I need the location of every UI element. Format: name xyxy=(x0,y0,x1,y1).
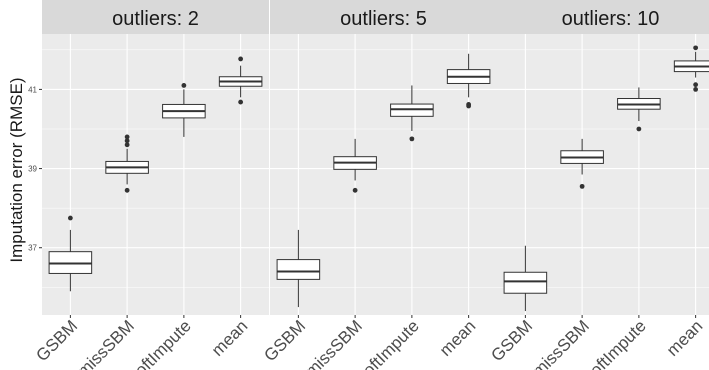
outlier-point xyxy=(124,187,130,193)
outlier-point xyxy=(67,215,73,221)
y-tick-label: 37 xyxy=(28,244,37,253)
facet-strip xyxy=(270,0,497,34)
facet-strip-label: outliers: 2 xyxy=(112,8,199,30)
outlier-point xyxy=(181,83,187,88)
x-tick-label: softImpute xyxy=(125,316,195,370)
facet-strip xyxy=(42,0,269,34)
y-axis-label: Imputation error (RMSE) xyxy=(7,77,26,262)
outlier-point xyxy=(238,56,244,62)
facet-strip-label: outliers: 5 xyxy=(340,8,427,30)
plot-panel-background xyxy=(497,34,709,315)
box-softimpute xyxy=(617,87,661,132)
box-softimpute xyxy=(162,83,206,137)
box-iqr xyxy=(503,271,548,294)
box-softimpute xyxy=(390,85,434,142)
outlier-point xyxy=(693,82,699,88)
y-tick-label: 39 xyxy=(28,165,37,174)
box-mean xyxy=(218,56,263,105)
box-iqr xyxy=(276,259,321,280)
x-tick-label: softImpute xyxy=(353,316,423,370)
facet-strip xyxy=(497,0,709,34)
y-tick-label: 41 xyxy=(28,85,37,94)
x-tick-label: softImpute xyxy=(580,316,650,370)
x-tick-label: missSBM xyxy=(529,316,593,370)
outlier-point xyxy=(466,103,472,109)
outlier-point xyxy=(409,136,415,142)
x-tick-label: missSBM xyxy=(302,316,366,370)
box-mean xyxy=(673,45,709,92)
outlier-point xyxy=(352,187,358,193)
box-gsbm xyxy=(503,245,548,312)
outlier-point xyxy=(693,45,699,51)
facet-strip-label: outliers: 10 xyxy=(562,8,660,30)
outlier-point xyxy=(124,134,130,140)
outlier-point xyxy=(579,183,585,189)
x-tick-label: missSBM xyxy=(74,316,138,370)
x-tick-label: mean xyxy=(663,316,707,360)
box-mean xyxy=(446,53,491,109)
outlier-point xyxy=(693,87,699,92)
box-gsbm xyxy=(276,229,321,308)
x-tick-label: GSBM xyxy=(487,316,536,365)
box-misssbm xyxy=(333,138,377,193)
x-tick-label: mean xyxy=(208,316,252,360)
x-tick-label: mean xyxy=(436,316,480,360)
box-misssbm xyxy=(560,138,604,189)
x-tick-label: GSBM xyxy=(260,316,309,365)
x-tick-label: GSBM xyxy=(32,316,81,365)
outlier-point xyxy=(124,138,130,144)
box-gsbm xyxy=(48,215,93,292)
outlier-point xyxy=(124,142,130,148)
outlier-point xyxy=(636,126,642,132)
outlier-point xyxy=(238,99,244,105)
box-misssbm xyxy=(105,134,149,193)
